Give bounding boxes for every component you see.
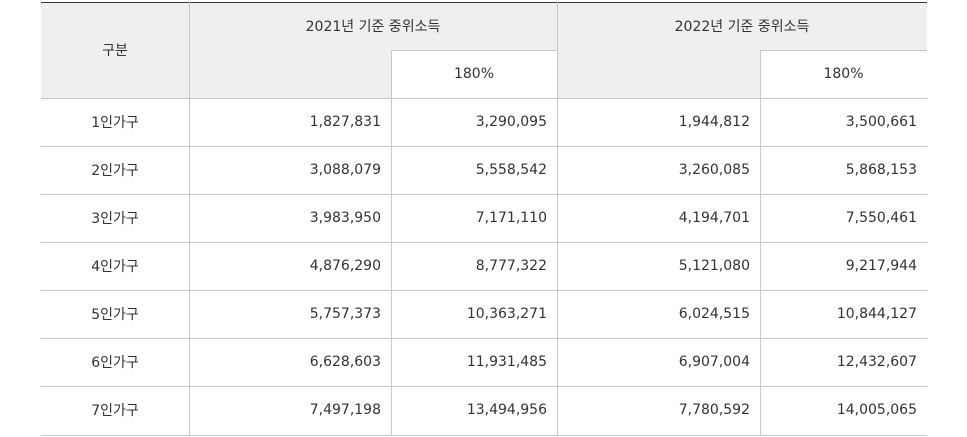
row-label: 4인가구: [91, 259, 139, 275]
cell-2021-median: 3,983,950: [309, 210, 381, 226]
cell-2021-180pct: 8,777,322: [475, 258, 547, 274]
cell-2022-180pct: 5,868,153: [845, 162, 917, 178]
table-top-border: [41, 2, 927, 3]
cell-2022-median: 6,024,515: [678, 306, 750, 322]
subheader-2021-180pct: 180%: [453, 66, 495, 82]
column-divider-3: [557, 2, 558, 436]
cell-2021-180pct: 3,290,095: [475, 114, 547, 130]
header-2021-median-income: 2021년 기준 중위소득: [305, 19, 441, 35]
row-label: 7인가구: [91, 403, 139, 419]
row-divider: [41, 194, 927, 195]
column-divider-1: [189, 2, 190, 436]
subheader-2022-top-border: [760, 50, 927, 51]
row-divider: [41, 146, 927, 147]
cell-2021-180pct: 7,171,110: [475, 210, 547, 226]
row-label: 1인가구: [91, 115, 139, 131]
cell-2022-median: 4,194,701: [678, 210, 750, 226]
table-bottom-border: [41, 435, 927, 436]
cell-2021-180pct: 10,363,271: [466, 306, 547, 322]
column-divider-2: [391, 50, 392, 436]
cell-2022-median: 5,121,080: [678, 258, 750, 274]
cell-2022-180pct: 14,005,065: [836, 402, 917, 418]
cell-2022-median: 6,907,004: [678, 354, 750, 370]
cell-2021-median: 7,497,198: [309, 402, 381, 418]
subheader-2022-180pct: 180%: [823, 66, 864, 82]
cell-2021-median: 5,757,373: [309, 306, 381, 322]
cell-2021-180pct: 13,494,956: [466, 402, 547, 418]
row-label: 2인가구: [91, 163, 139, 179]
cell-2021-median: 4,876,290: [309, 258, 381, 274]
cell-2021-median: 1,827,831: [309, 114, 381, 130]
cell-2022-180pct: 12,432,607: [836, 354, 917, 370]
cell-2021-median: 3,088,079: [309, 162, 381, 178]
cell-2022-180pct: 9,217,944: [845, 258, 917, 274]
row-label: 6인가구: [91, 355, 139, 371]
row-label: 3인가구: [91, 211, 139, 227]
header-category: 구분: [102, 43, 128, 59]
subheader-2021-top-border: [391, 50, 557, 51]
row-divider: [41, 338, 927, 339]
median-income-table: 구분 2021년 기준 중위소득 2022년 기준 중위소득 180% 180%…: [41, 2, 927, 436]
column-divider-4: [760, 50, 761, 436]
row-divider: [41, 386, 927, 387]
row-label: 5인가구: [91, 307, 139, 323]
subheader-2022-background: [760, 50, 927, 98]
cell-2022-180pct: 7,550,461: [845, 210, 917, 226]
header-bottom-border: [41, 98, 927, 99]
cell-2022-median: 1,944,812: [678, 114, 750, 130]
subheader-2021-background: [391, 50, 557, 98]
cell-2021-180pct: 11,931,485: [466, 354, 547, 370]
row-divider: [41, 242, 927, 243]
cell-2021-180pct: 5,558,542: [475, 162, 547, 178]
cell-2022-median: 3,260,085: [678, 162, 750, 178]
row-divider: [41, 290, 927, 291]
cell-2022-180pct: 10,844,127: [836, 306, 917, 322]
header-2022-median-income: 2022년 기준 중위소득: [674, 19, 810, 35]
cell-2021-median: 6,628,603: [309, 354, 381, 370]
cell-2022-median: 7,780,592: [678, 402, 750, 418]
cell-2022-180pct: 3,500,661: [845, 114, 917, 130]
